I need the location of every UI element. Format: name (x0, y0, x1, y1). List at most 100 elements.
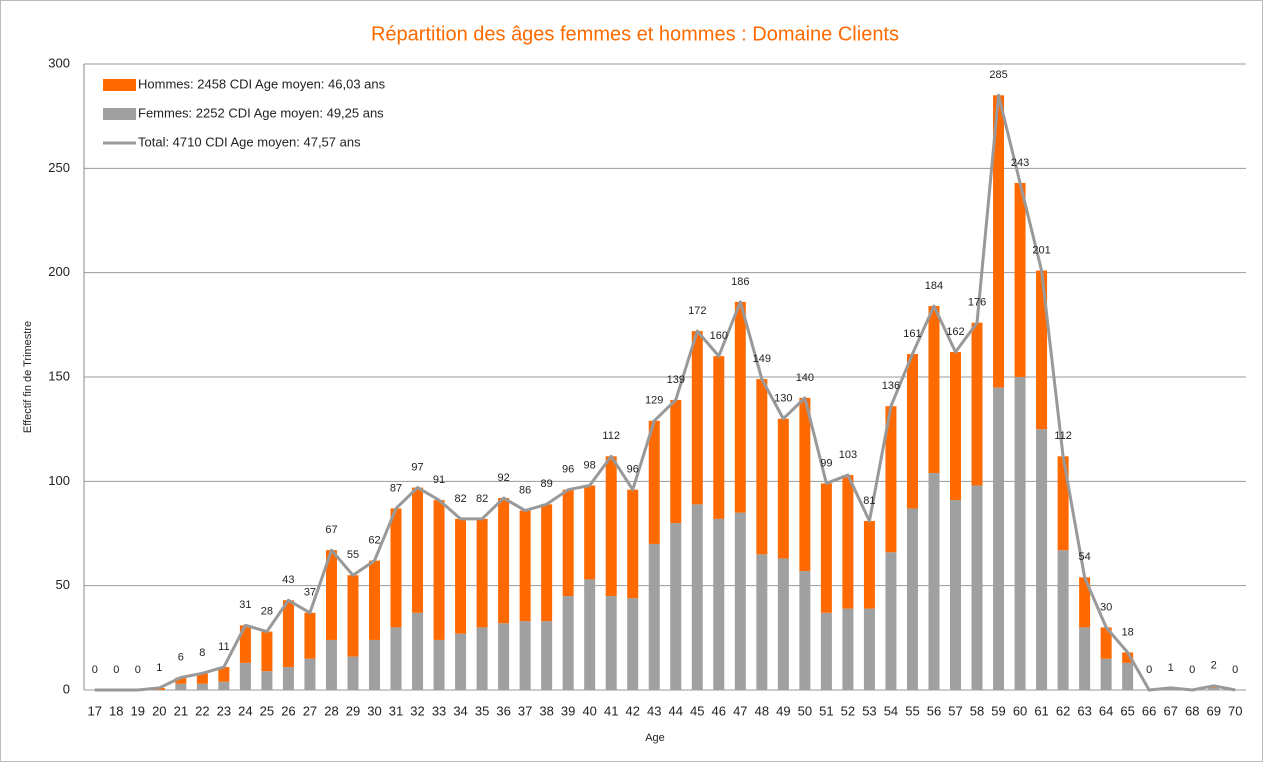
bar (777, 558, 789, 690)
x-tick-label: 41 (604, 703, 618, 718)
x-tick-label: 47 (733, 703, 747, 718)
bar (1014, 182, 1026, 377)
bar (562, 489, 574, 597)
x-tick-label: 50 (798, 703, 812, 718)
bar (369, 639, 380, 690)
x-tick-label: 45 (690, 703, 704, 718)
bar (971, 485, 983, 690)
x-tick-label: 64 (1099, 703, 1113, 718)
x-tick-label: 55 (905, 703, 919, 718)
bar (175, 677, 187, 684)
x-tick-label: 61 (1034, 703, 1048, 718)
bar (282, 600, 294, 668)
x-tick-label: 38 (539, 703, 553, 718)
bar (433, 500, 445, 640)
bar (584, 485, 596, 580)
data-label: 30 (1100, 601, 1112, 613)
data-label: 285 (989, 69, 1007, 81)
data-label: 1 (1168, 662, 1174, 674)
bar (390, 508, 402, 628)
bar (820, 483, 832, 613)
data-label: 55 (347, 549, 359, 561)
data-label: 0 (1232, 664, 1238, 676)
bar (239, 662, 251, 690)
bar (648, 420, 660, 544)
bar (304, 612, 316, 659)
data-label: 8 (199, 647, 205, 659)
x-tick-label: 66 (1142, 703, 1156, 718)
data-label: 139 (667, 374, 685, 386)
bar (842, 475, 854, 609)
data-label: 2 (1211, 660, 1217, 672)
x-tick-label: 33 (432, 703, 446, 718)
data-label: 0 (1146, 664, 1152, 676)
bar (347, 575, 359, 657)
x-tick-label: 39 (561, 703, 575, 718)
data-label: 161 (903, 328, 921, 340)
x-tick-label: 56 (927, 703, 941, 718)
x-tick-label: 35 (475, 703, 489, 718)
data-label: 162 (946, 326, 964, 338)
data-label: 87 (390, 482, 402, 494)
x-tick-label: 70 (1228, 703, 1242, 718)
bar (605, 596, 617, 690)
x-tick-label: 46 (712, 703, 726, 718)
bar (1079, 577, 1091, 628)
bar (218, 667, 230, 682)
bar (627, 598, 639, 690)
bar (799, 571, 811, 690)
bar (390, 627, 402, 690)
legend-swatch (103, 108, 136, 120)
bar (1122, 652, 1134, 663)
data-label: 91 (433, 474, 445, 486)
bar (1057, 550, 1069, 690)
bar (1057, 456, 1069, 551)
x-tick-label: 18 (109, 703, 123, 718)
x-tick-label: 34 (453, 703, 467, 718)
x-tick-label: 25 (260, 703, 274, 718)
bar (562, 596, 574, 690)
x-tick-label: 54 (884, 703, 898, 718)
total-line (94, 93, 1236, 692)
bar (584, 579, 596, 690)
bar (928, 472, 940, 690)
data-label: 89 (541, 478, 553, 490)
bar (863, 608, 875, 690)
bar (325, 639, 337, 690)
y-tick-label: 100 (48, 473, 70, 488)
data-label: 82 (454, 493, 466, 505)
x-tick-label: 60 (1013, 703, 1027, 718)
data-label: 82 (476, 493, 488, 505)
data-label: 43 (282, 574, 294, 586)
bar (175, 683, 187, 690)
data-label: 31 (239, 599, 251, 611)
x-tick-label: 52 (841, 703, 855, 718)
bar (842, 608, 854, 690)
bar (1036, 429, 1048, 690)
data-label: 37 (304, 587, 316, 599)
bar (304, 658, 316, 690)
data-label: 160 (710, 330, 728, 342)
legend-label: Total: 4710 CDI Age moyen: 47,57 ans (138, 134, 361, 149)
bar (455, 633, 467, 690)
bar (498, 623, 510, 690)
bar (885, 552, 897, 690)
x-tick-label: 63 (1077, 703, 1091, 718)
x-tick-label: 40 (582, 703, 596, 718)
data-label: 96 (562, 464, 574, 476)
data-label: 103 (839, 449, 857, 461)
y-tick-label: 50 (56, 577, 70, 592)
bar (347, 656, 359, 690)
bar (756, 554, 768, 690)
bar (541, 504, 553, 622)
bar (885, 406, 897, 553)
bar (756, 379, 768, 555)
x-tick-label: 37 (518, 703, 532, 718)
x-tick-label: 17 (88, 703, 102, 718)
legend-swatch (103, 79, 136, 91)
x-tick-label: 26 (281, 703, 295, 718)
x-tick-label: 42 (625, 703, 639, 718)
data-label: 149 (753, 353, 771, 365)
data-label: 11 (218, 641, 229, 653)
